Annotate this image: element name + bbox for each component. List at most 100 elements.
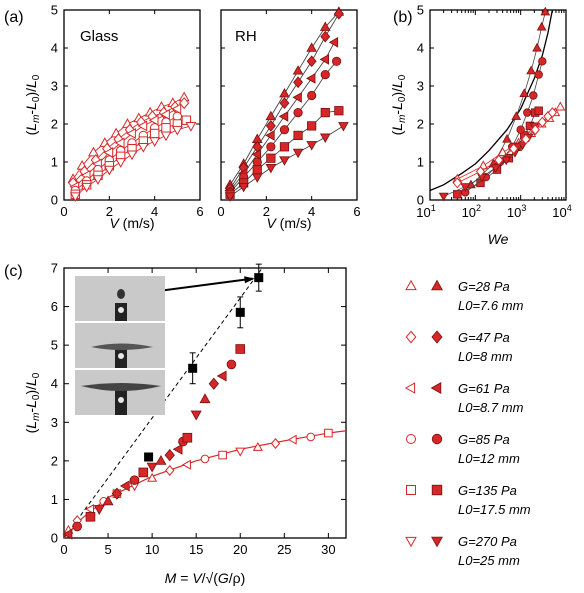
we-panel: 101 102 103 104 0 1 2 3 4 5 We: [416, 3, 571, 248]
legend-l0-label: L0=17.5 mm: [458, 502, 531, 517]
rh-point-square: [293, 130, 303, 140]
rh-point-triangle-down: [292, 148, 304, 159]
we-y-tick-label: 3: [417, 79, 424, 94]
rh-point-square: [307, 121, 317, 131]
mach-filled-point: [172, 443, 183, 455]
we-point-triangle-down: [501, 156, 512, 166]
legend-l0-label: L0=12 mm: [458, 451, 520, 466]
mach-filled-point: [129, 475, 140, 485]
glass-x-tick-label: 0: [60, 204, 67, 219]
mach-open-point: [306, 432, 316, 442]
mach-filled-point: [216, 370, 227, 382]
mach-filled-point: [190, 410, 202, 421]
mach-x-tick-label: 10: [145, 542, 159, 557]
mach-y-label: (Lm-L0)/L0: [23, 372, 42, 433]
rh-point-square: [279, 142, 290, 152]
mach-x-label: M = V/√(G/ρ): [165, 570, 246, 586]
we-point-triangle-up: [540, 6, 551, 16]
glass-point-triangle-down: [185, 122, 197, 132]
legend-l0-label: L0=7.6 mm: [458, 298, 524, 313]
rh-x-tick-label: 2: [263, 204, 270, 219]
we-x-tick-label: 102: [462, 203, 481, 220]
mach-filled-point: [226, 359, 237, 370]
glass-x-tick-label: 4: [151, 204, 158, 219]
we-point-triangle-down: [460, 183, 471, 192]
mach-filled-point: [182, 432, 193, 443]
rh-x-tick-label: 6: [353, 204, 360, 219]
rh-point-diamond: [293, 76, 303, 89]
mach-x-tick-label: 20: [233, 542, 247, 557]
rh-x-tick-label: 0: [217, 204, 224, 219]
glass-point-square: [161, 123, 171, 133]
rh-point-circle: [293, 108, 303, 118]
glass-point-diamond: [179, 97, 190, 110]
mach-y-tick-label: 5: [51, 338, 58, 353]
mach-x-tick-label: 5: [104, 542, 111, 557]
we-point-diamond: [452, 177, 462, 189]
we-y-tick-label: 2: [417, 117, 424, 132]
glass-y-tick-label: 2: [51, 117, 58, 132]
glass-point-triangle-down: [126, 150, 138, 161]
mach-black-square: [188, 363, 198, 373]
glass-point-triangle-left: [171, 103, 182, 115]
mach-open-point: [252, 441, 263, 451]
panel-label-a: (a): [4, 9, 24, 26]
mach-y-tick-label: 7: [51, 261, 58, 276]
glass-point-triangle-down: [171, 125, 183, 136]
mach-filled-point: [138, 467, 149, 478]
inset-photo-2: [75, 323, 165, 368]
we-x-tick-label: 103: [507, 203, 526, 220]
rh-point-triangle-up: [319, 21, 331, 31]
we-point-circle: [523, 108, 532, 117]
we-x-tick-label: 101: [416, 203, 435, 220]
we-plot-frame: [429, 9, 567, 201]
glass-title: Glass: [80, 28, 118, 45]
glass-point-triangle-down: [81, 182, 93, 193]
rh-point-square: [252, 164, 262, 175]
rh-point-triangle-left: [292, 92, 302, 103]
panel-label-b: (b): [393, 9, 413, 26]
mach-filled-point: [111, 487, 123, 500]
mach-open-point: [324, 428, 333, 438]
we-point-triangle-up: [536, 21, 547, 31]
mach-open-point: [165, 464, 175, 477]
glass-point-triangle-down: [69, 192, 81, 203]
glass-y-tick-label: 3: [51, 79, 58, 94]
rh-point-triangle-left: [306, 73, 316, 84]
we-y-tick-label: 4: [417, 41, 424, 56]
we-y-label: (Lm-L0)/L0: [389, 74, 408, 135]
mach-open-point: [270, 437, 281, 450]
glass-point-triangle-down: [92, 175, 104, 185]
we-point-diamond: [509, 143, 519, 155]
glass-point-triangle-left: [160, 109, 170, 120]
glass-point-triangle-up: [87, 146, 99, 157]
mach-fit-curve: [63, 430, 347, 539]
mach-open-point: [218, 450, 227, 460]
rh-point-circle: [331, 56, 342, 66]
legend-filled-marker-circle: [431, 433, 443, 445]
glass-series-line-triangle-left: [75, 108, 178, 188]
rh-point-diamond: [279, 97, 290, 109]
mach-filled-point: [102, 495, 114, 506]
mach-filled-point: [199, 393, 211, 404]
we-point-triangle-up: [511, 111, 522, 120]
we-point-circle: [529, 91, 538, 100]
glass-point-triangle-down: [160, 131, 172, 142]
inset-photo-1: [75, 276, 165, 321]
we-point-triangle-up: [555, 101, 566, 111]
legend-g-label: G=61 Pa: [458, 381, 510, 396]
rh-point-circle: [320, 70, 330, 80]
rh-point-triangle-down: [251, 173, 263, 183]
glass-point-triangle-down: [137, 142, 149, 153]
mach-filled-point: [119, 480, 130, 492]
mach-filled-point: [72, 521, 83, 532]
inset-photo-2-image: [75, 323, 165, 368]
we-point-triangle-up: [502, 134, 512, 143]
legend: G=28 Pa L0=7.6 mm G=47 Pa L0=8 mm G=61 Pa L0=…: [404, 279, 531, 568]
rh-point-triangle-up: [265, 110, 277, 121]
mach-y-tick-label: 2: [51, 453, 58, 468]
rh-point-triangle-up: [292, 65, 304, 75]
mach-open-point: [181, 459, 191, 470]
glass-x-tick-label: 6: [196, 204, 203, 219]
legend-filled-marker-triangle-up: [431, 279, 443, 291]
